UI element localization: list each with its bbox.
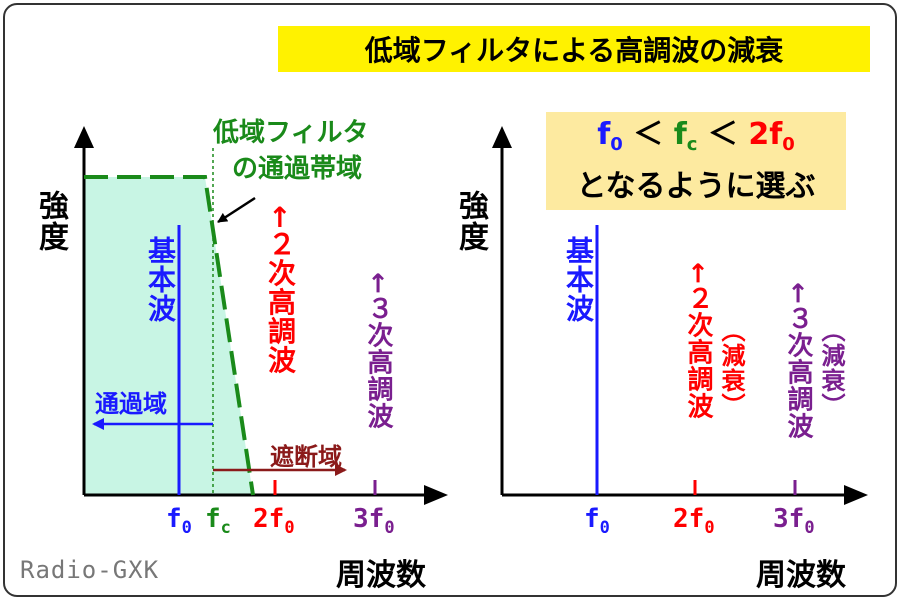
right-y-arrow bbox=[492, 126, 512, 148]
left-tick-3f0: 3f0 bbox=[353, 504, 395, 538]
watermark: Radio-GXK bbox=[20, 556, 160, 584]
passband-fill bbox=[84, 177, 253, 495]
left-second-harmonic-label: ←２次高調波 bbox=[264, 205, 297, 375]
left-third-harmonic-label: ←３次高調波 bbox=[363, 272, 393, 430]
left-tick-2f0: 2f0 bbox=[253, 504, 295, 538]
left-x-label: 周波数 bbox=[336, 558, 426, 593]
left-tick-fc: fc bbox=[205, 504, 231, 538]
left-y-arrow bbox=[74, 126, 94, 148]
right-x-label: 周波数 bbox=[756, 558, 846, 593]
note-f0: f0 bbox=[597, 117, 623, 155]
filter-label-pointer bbox=[217, 196, 256, 224]
left-tick-f0: f0 bbox=[166, 504, 192, 538]
right-x-arrow bbox=[844, 485, 868, 505]
filter-response-curve bbox=[84, 175, 255, 496]
right-tick-3f0: 3f0 bbox=[773, 504, 815, 538]
note-2f0: 2f0 bbox=[748, 117, 795, 155]
right-tick-f0: f0 bbox=[584, 504, 610, 538]
note-lt-2: ＜ bbox=[707, 117, 738, 152]
stopband-label: 遮断域 bbox=[270, 443, 342, 471]
left-x-arrow bbox=[424, 485, 448, 505]
left-y-label: 強度 bbox=[33, 190, 68, 252]
note-fc: fc bbox=[673, 117, 698, 155]
left-fundamental-label: 基本波 bbox=[144, 236, 177, 323]
diagram-title: 低域フィルタによる高調波の減衰 bbox=[278, 26, 870, 72]
right-y-label: 強度 bbox=[453, 190, 488, 252]
condition-inequality: f0 ＜ fc ＜ 2f0 bbox=[597, 114, 795, 166]
right-third-harmonic-label: ←３次高調波 bbox=[783, 282, 813, 440]
passband-label: 通過域 bbox=[95, 390, 167, 418]
filter-label-line2: の通過帯域 bbox=[232, 154, 363, 184]
condition-text: となるように選ぶ bbox=[576, 169, 816, 204]
right-second-harmonic-label: ←２次高調波 bbox=[683, 262, 713, 420]
condition-note: f0 ＜ fc ＜ 2f0 となるように選ぶ bbox=[546, 112, 846, 210]
right-tick-2f0: 2f0 bbox=[673, 504, 715, 538]
right-second-note: （減衰） bbox=[717, 318, 745, 418]
right-fundamental-label: 基本波 bbox=[562, 236, 595, 323]
filter-label-line1: 低域フィルタ bbox=[213, 118, 369, 148]
right-third-note: （減衰） bbox=[817, 318, 845, 418]
note-lt-1: ＜ bbox=[633, 117, 664, 152]
